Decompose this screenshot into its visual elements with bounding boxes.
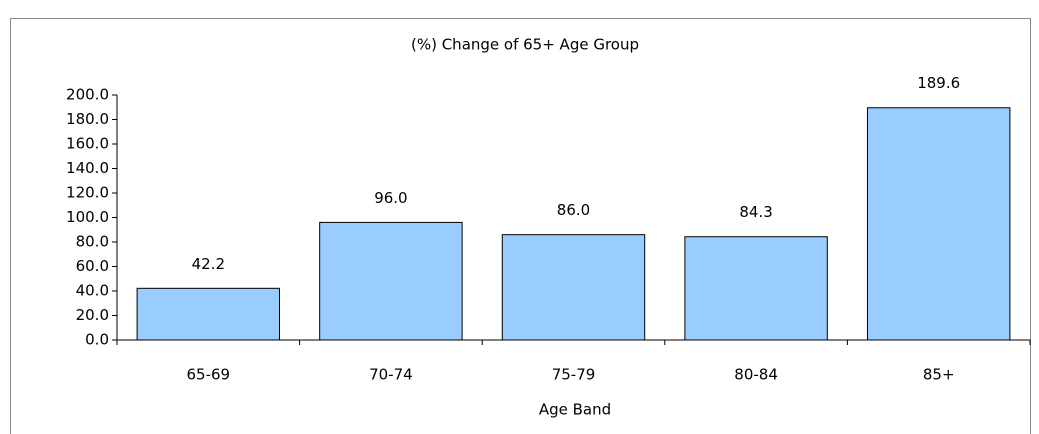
x-tick-label: 65-69 (187, 366, 231, 384)
y-tick-label: 80.0 (76, 233, 109, 251)
bar (319, 221, 463, 341)
y-tick-label: 140.0 (66, 159, 109, 177)
bar (684, 236, 828, 341)
x-axis-title: Age Band (539, 401, 611, 419)
x-tick-label: 75-79 (552, 366, 596, 384)
data-label: 96.0 (374, 189, 407, 207)
data-label: 86.0 (557, 201, 590, 219)
chart-frame (10, 18, 1031, 434)
x-tick-label: 80-84 (734, 366, 778, 384)
y-tick-label: 160.0 (66, 135, 109, 153)
y-tick-label: 180.0 (66, 110, 109, 128)
bar (501, 234, 646, 341)
y-tick-label: 200.0 (66, 86, 109, 104)
y-tick-label: 60.0 (76, 257, 109, 275)
data-label: 189.6 (917, 74, 960, 92)
bar (136, 287, 281, 341)
y-tick-label: 40.0 (76, 282, 109, 300)
bar (866, 107, 1011, 341)
x-tick-label: 85+ (923, 366, 955, 384)
x-tick-label: 70-74 (369, 366, 413, 384)
y-tick-label: 100.0 (66, 208, 109, 226)
chart-title: (%) Change of 65+ Age Group (411, 36, 639, 54)
y-tick-label: 0.0 (85, 331, 109, 349)
data-label: 42.2 (192, 255, 225, 273)
y-tick-label: 20.0 (76, 306, 109, 324)
data-label: 84.3 (739, 203, 772, 221)
y-tick-label: 120.0 (66, 184, 109, 202)
